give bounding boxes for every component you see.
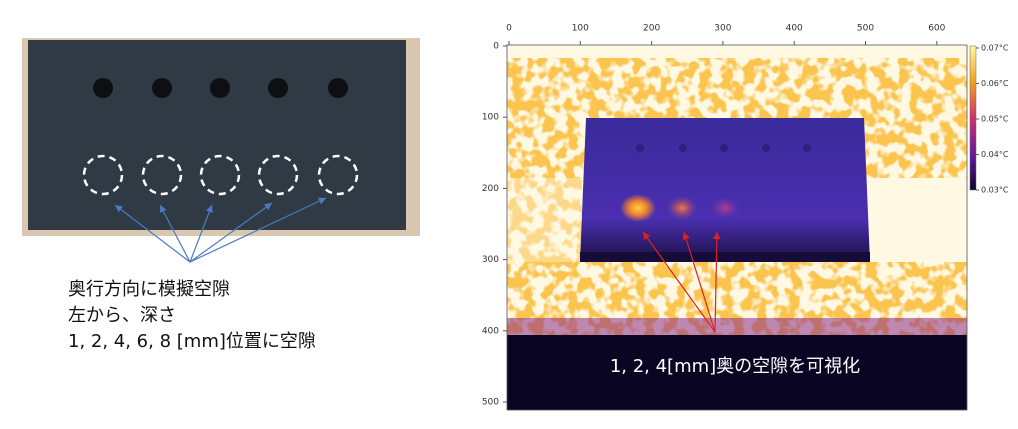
annotation: 1, 2, 4[mm]奥の空隙を可視化 (610, 356, 860, 377)
y-tick-label: 400 (482, 326, 499, 336)
y-tick-label: 500 (482, 398, 499, 408)
colorbar-label: 0.05°C (981, 115, 1009, 124)
y-tick-label: 300 (482, 255, 499, 265)
x-tick-label: 200 (643, 24, 660, 34)
x-tick-label: 400 (786, 24, 803, 34)
y-tick-label: 100 (482, 113, 499, 123)
axes: 0 100 200 300 400 500 600 0 100 200 300 400 500 0.07°… (482, 24, 1009, 408)
x-tick-label: 0 (506, 24, 512, 34)
x-tick-label: 100 (572, 24, 589, 34)
colorbar-label: 0.06°C (981, 79, 1009, 88)
colorbar-label: 0.04°C (981, 150, 1009, 159)
colorbar-label: 0.07°C (981, 44, 1009, 53)
colorbar-label: 0.03°C (981, 186, 1009, 195)
caption-line: 1, 2, 4, 6, 8 [mm]位置に空隙 (68, 331, 316, 352)
photo (22, 38, 420, 263)
x-tick-label: 500 (857, 24, 874, 34)
thermal-image (506, 44, 977, 411)
x-tick-label: 300 (714, 24, 731, 34)
y-tick-label: 0 (493, 42, 499, 52)
y-tick-label: 200 (482, 184, 499, 194)
caption-line: 奥行方向に模擬空隙 (68, 279, 230, 300)
x-tick-label: 600 (928, 24, 945, 34)
caption-line: 左から、深さ (68, 305, 176, 326)
